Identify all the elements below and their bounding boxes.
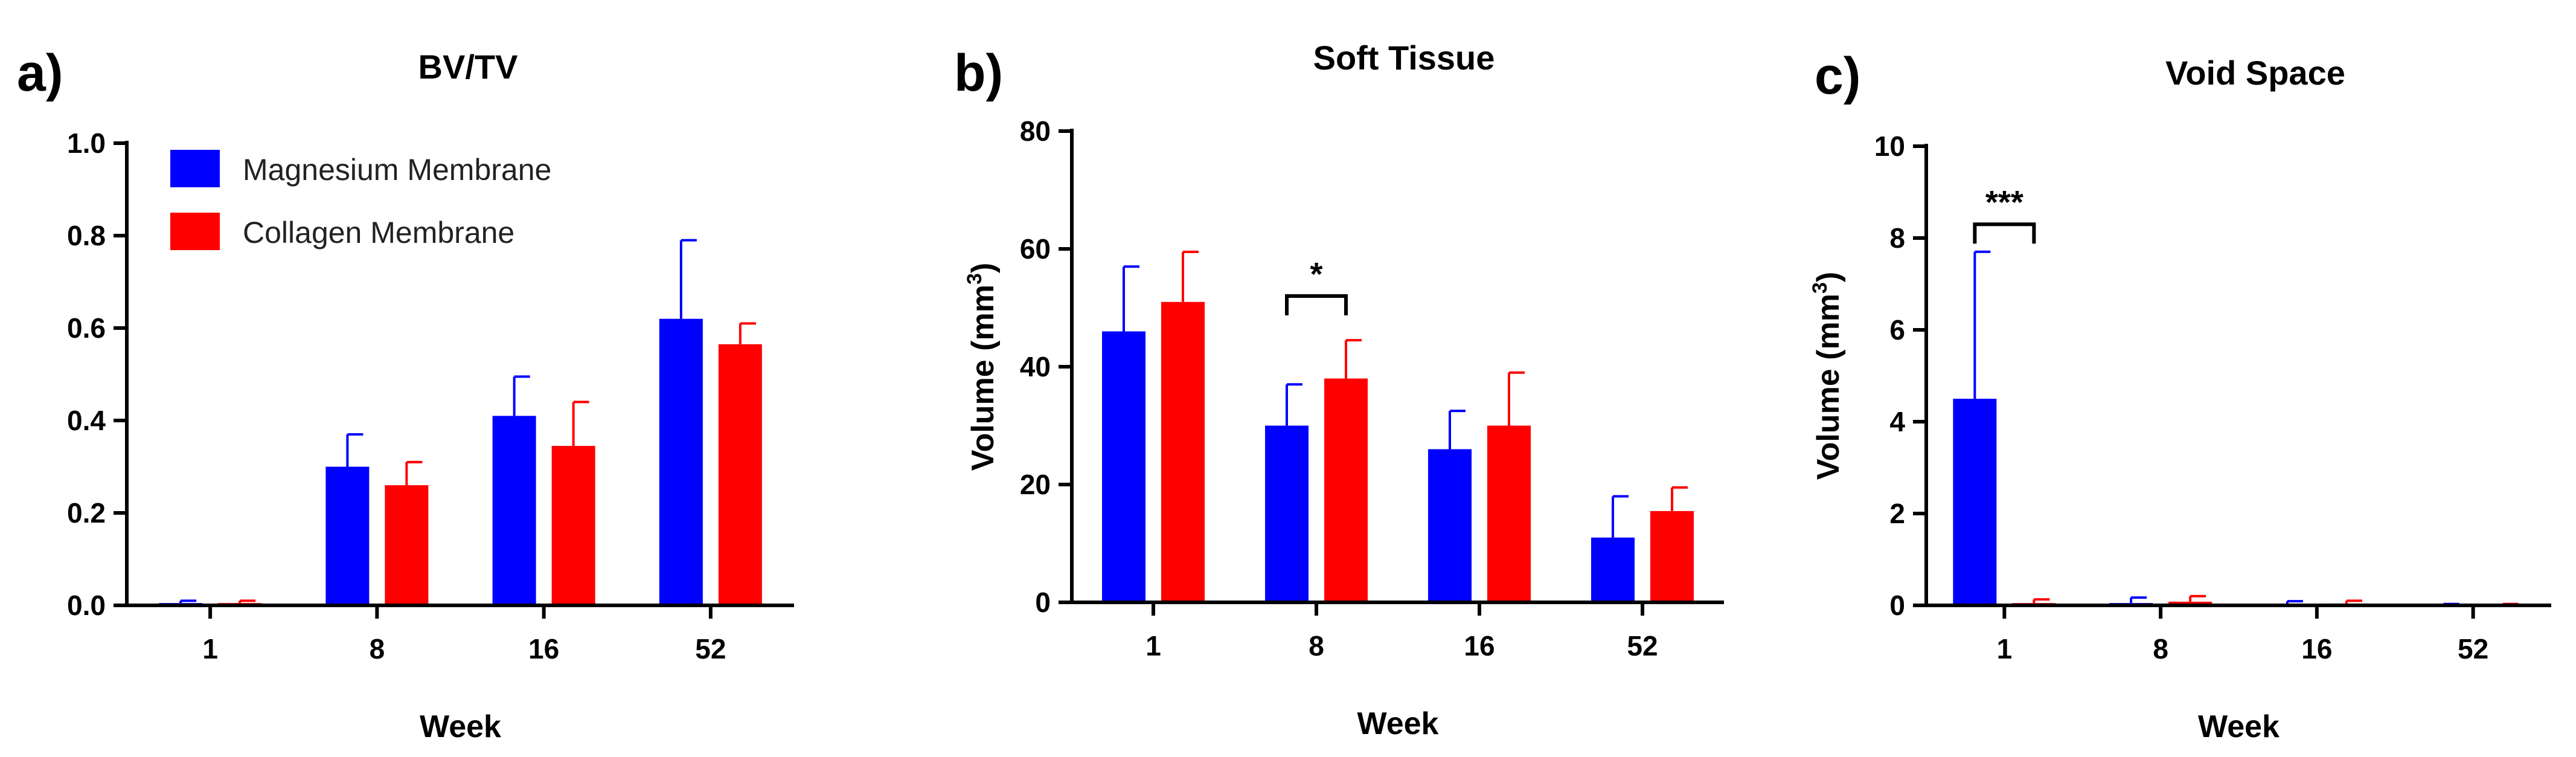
y-tick-label: 40 <box>1020 351 1051 382</box>
y-tick-label: 60 <box>1020 233 1051 265</box>
y-tick-label: 0 <box>1889 590 1905 621</box>
y-tick-label: 0.4 <box>67 405 106 436</box>
x-tick-label: 8 <box>370 633 385 665</box>
significance-bracket <box>1285 294 1348 315</box>
y-tick-label: 2 <box>1889 498 1905 529</box>
y-axis-title-superscript: 3 <box>963 273 986 285</box>
y-tick-label: 0.2 <box>67 497 106 529</box>
chart-panel-3: c) Void Space 0 2 4 6 8 10 1 8 16 52 Week Volume (mm3… <box>1809 47 2551 744</box>
bar <box>1265 425 1309 602</box>
y-axis-title: Volume (mm3) <box>1809 272 1846 480</box>
series-collagen <box>1161 250 1694 602</box>
bar <box>551 446 595 605</box>
bar <box>1324 378 1368 602</box>
y-axis-title-end: ) <box>966 263 1001 273</box>
panel-letter: b) <box>954 44 1003 102</box>
bar <box>1102 331 1145 602</box>
chart-title: Soft Tissue <box>1313 39 1495 77</box>
x-tick-label: 16 <box>1464 630 1495 662</box>
bar <box>1591 537 1635 602</box>
bar <box>659 318 703 605</box>
y-tick-label: 0 <box>1035 587 1051 618</box>
y-axis-title: Volume (mm3) <box>963 263 1001 471</box>
y-tick-label: 8 <box>1889 222 1905 254</box>
y-axis-title-main: Volume (mm <box>966 285 1001 471</box>
y-tick-label: 80 <box>1020 115 1051 147</box>
chart-panel-1: a) BV/TV 0.0 0.2 0.4 0.6 0.8 1.0 1 8 16 52 Week Magne… <box>17 44 794 744</box>
legend-label-magnesium: Magnesium Membrane <box>243 153 551 187</box>
legend: Magnesium Membrane Collagen Membrane <box>170 150 551 250</box>
x-tick-label: 8 <box>1309 630 1324 662</box>
y-tick-label: 6 <box>1889 314 1905 346</box>
bar <box>1487 425 1531 602</box>
x-tick-label: 1 <box>202 633 218 665</box>
x-tick-label: 52 <box>695 633 726 665</box>
bar <box>492 416 536 605</box>
legend-swatch-collagen <box>170 213 220 250</box>
series-collagen <box>218 322 762 605</box>
bar <box>1161 301 1205 602</box>
significance-label: *** <box>1985 184 2023 221</box>
bar <box>325 466 370 605</box>
series-magnesium <box>1102 265 1635 602</box>
series-magnesium <box>1953 250 2465 605</box>
y-axis-title-end: ) <box>1811 272 1846 282</box>
x-tick-label: 16 <box>528 633 559 665</box>
x-tick-label: 1 <box>1145 630 1161 662</box>
legend-swatch-magnesium <box>170 150 220 187</box>
x-tick-label: 16 <box>2301 633 2332 665</box>
x-tick-label: 1 <box>1997 633 2013 665</box>
y-tick-label: 0.6 <box>67 312 106 344</box>
x-axis-title: Week <box>2198 709 2280 744</box>
significance-label: * <box>1310 256 1322 292</box>
chart-title: BV/TV <box>418 48 518 86</box>
bar <box>385 485 429 605</box>
y-tick-label: 4 <box>1889 406 1905 437</box>
x-tick-label: 8 <box>2153 633 2168 665</box>
y-tick-label: 10 <box>1874 130 1905 162</box>
y-axis-title-superscript: 3 <box>1809 282 1831 294</box>
bar <box>1650 511 1694 602</box>
bar <box>2168 601 2212 605</box>
x-tick-label: 52 <box>1627 630 1658 662</box>
x-axis-title: Week <box>420 709 501 744</box>
bar <box>1428 449 1472 602</box>
y-tick-label: 20 <box>1020 469 1051 500</box>
y-tick-label: 0.0 <box>67 590 106 621</box>
y-axis-title-main: Volume (mm <box>1811 294 1846 480</box>
series-magnesium <box>159 239 703 605</box>
panel-letter: a) <box>17 44 63 102</box>
x-tick-label: 52 <box>2458 633 2488 665</box>
y-tick-label: 0.8 <box>67 220 106 251</box>
chart-title: Void Space <box>2165 54 2345 92</box>
legend-label-collagen: Collagen Membrane <box>243 216 514 250</box>
y-tick-label: 1.0 <box>67 127 106 159</box>
significance-bracket <box>1973 222 2036 244</box>
panel-letter: c) <box>1815 47 1860 105</box>
bar <box>1953 399 1997 605</box>
bar <box>718 344 762 605</box>
x-axis-title: Week <box>1357 706 1439 741</box>
chart-panel-2: b) Soft Tissue 0 20 40 60 80 1 8 16 52 Week Volume (… <box>954 39 1724 741</box>
